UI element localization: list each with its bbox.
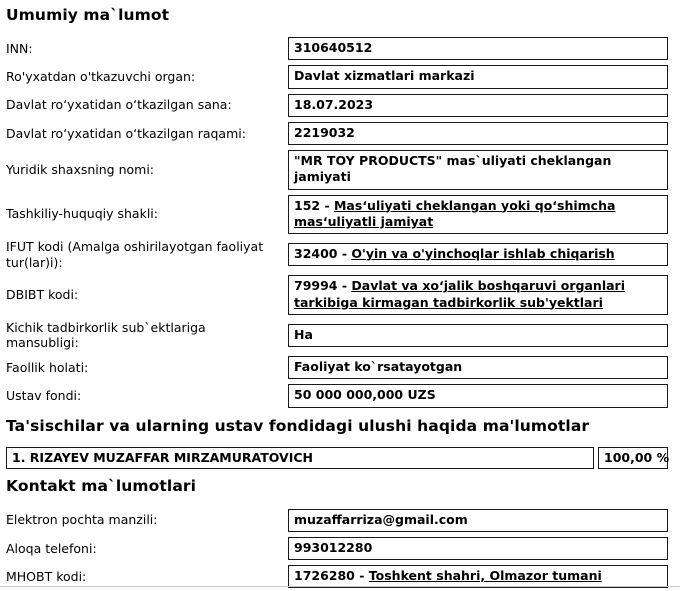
field-value-box: 18.07.2023	[288, 93, 668, 117]
field-value-box: muzaffarriza@gmail.com	[288, 508, 668, 532]
field-value-box: 152 - Masʻuliyati cheklangan yoki qoʻshi…	[288, 194, 668, 234]
field-row-registering-organ: Ro'yxatdan o'tkazuvchi organ: Davlat xiz…	[6, 65, 668, 89]
field-value-box: 993012280	[288, 536, 668, 560]
field-value: Ha	[294, 326, 313, 342]
field-label: Ro'yxatdan o'tkazuvchi organ:	[6, 69, 196, 85]
field-label: Ustav fondi:	[6, 388, 82, 404]
field-label: Elektron pochta manzili:	[6, 512, 158, 528]
field-row-ifut-code: IFUT kodi (Amalga oshirilayotgan faoliya…	[6, 239, 668, 270]
founder-name-box: 1. RIZAYEV MUZAFFAR MIRZAMURATOVICH	[6, 446, 594, 469]
field-row-mhobt-code: MHOBT kodi: 1726280 - Toshkent shahri, O…	[6, 565, 668, 589]
field-value-box: 79994 - Davlat va xoʻjalik boshqaruvi or…	[288, 275, 668, 315]
founder-share-box: 100,00 %	[598, 446, 669, 469]
field-row-legal-name: Yuridik shaxsning nomi: "MR TOY PRODUCTS…	[6, 150, 668, 190]
founder-row: 1. RIZAYEV MUZAFFAR MIRZAMURATOVICH 100,…	[6, 446, 669, 469]
field-value-box: Faoliyat ko`rsatayotgan	[288, 356, 668, 380]
field-value-prefix: 79994 -	[294, 278, 352, 294]
field-label: Davlat roʻyxatidan oʻtkazilgan raqami:	[6, 125, 246, 141]
field-value-box: "MR TOY PRODUCTS" mas`uliyati cheklangan…	[288, 150, 668, 190]
field-value: 18.07.2023	[294, 96, 374, 112]
field-row-activity-status: Faollik holati: Faoliyat ko`rsatayotgan	[6, 356, 668, 380]
field-label: IFUT kodi (Amalga oshirilayotgan faoliya…	[6, 239, 264, 270]
field-value-box: 32400 - O'yin va o'yinchoqlar ishlab chi…	[288, 243, 668, 267]
field-row-dbibt-code: DBIBT kodi: 79994 - Davlat va xoʻjalik b…	[6, 275, 668, 315]
field-value-box: Ha	[288, 323, 668, 347]
field-value: "MR TOY PRODUCTS" mas`uliyati cheklangan…	[294, 153, 612, 185]
field-row-email: Elektron pochta manzili: muzaffarriza@gm…	[6, 508, 668, 532]
field-value-prefix: 152 -	[294, 197, 334, 213]
field-value-prefix: 32400 -	[294, 246, 352, 261]
field-label: MHOBT kodi:	[6, 568, 87, 584]
field-label: Davlat roʻyxatidan oʻtkazilgan sana:	[6, 97, 232, 113]
field-value-box: 50 000 000,000 UZS	[288, 384, 668, 408]
section-heading-general: Umumiy ma`lumot	[6, 6, 170, 24]
field-row-charter-fund: Ustav fondi: 50 000 000,000 UZS	[6, 384, 668, 408]
field-label: DBIBT kodi:	[6, 287, 79, 303]
field-value: Faoliyat ko`rsatayotgan	[294, 359, 463, 374]
dbibt-code-link[interactable]: Davlat va xoʻjalik boshqaruvi organlari …	[294, 278, 625, 310]
field-value-box: 2219032	[288, 121, 668, 145]
field-label: Tashkiliy-huquqiy shakli:	[6, 206, 158, 222]
field-label: Yuridik shaxsning nomi:	[6, 161, 155, 177]
field-label: Kichik tadbirkorlik sub`ektlariga mansub…	[6, 319, 206, 351]
field-row-registration-date: Davlat roʻyxatidan oʻtkazilgan sana: 18.…	[6, 93, 668, 117]
mhobt-code-link[interactable]: Toshkent shahri, Olmazor tumani	[368, 568, 602, 583]
field-value: 2219032	[294, 124, 355, 140]
field-value: muzaffarriza@gmail.com	[294, 511, 468, 527]
field-row-registration-number: Davlat roʻyxatidan oʻtkazilgan raqami: 2…	[6, 121, 668, 145]
field-value: Davlat xizmatlari markazi	[294, 68, 475, 84]
field-row-phone: Aloqa telefoni: 993012280	[6, 536, 668, 560]
field-value: 993012280	[294, 539, 373, 555]
legal-form-link[interactable]: Masʻuliyati cheklangan yoki qoʻshimcha m…	[294, 197, 616, 229]
field-value: 50 000 000,000 UZS	[294, 387, 436, 403]
field-label: Faollik holati:	[6, 359, 89, 375]
ifut-code-link[interactable]: O'yin va o'yinchoqlar ishlab chiqarish	[351, 246, 615, 261]
section-heading-founders: Ta'sischilar va ularning ustav fondidagi…	[6, 416, 590, 435]
field-value-box: 1726280 - Toshkent shahri, Olmazor tuman…	[288, 565, 668, 589]
field-label: INN:	[6, 40, 33, 56]
field-row-legal-form: Tashkiliy-huquqiy shakli: 152 - Masʻuliy…	[6, 194, 668, 234]
field-row-small-business: Kichik tadbirkorlik sub`ektlariga mansub…	[6, 320, 668, 351]
field-row-inn: INN: 310640512	[6, 37, 668, 61]
field-value: 310640512	[294, 40, 373, 55]
field-value-box: Davlat xizmatlari markazi	[288, 65, 668, 89]
field-value-box: 310640512	[288, 37, 668, 61]
field-value-prefix: 1726280 -	[294, 568, 369, 583]
section-heading-contact: Kontakt ma`lumotlari	[6, 476, 197, 495]
field-label: Aloqa telefoni:	[6, 540, 97, 556]
bottom-divider	[0, 586, 680, 587]
